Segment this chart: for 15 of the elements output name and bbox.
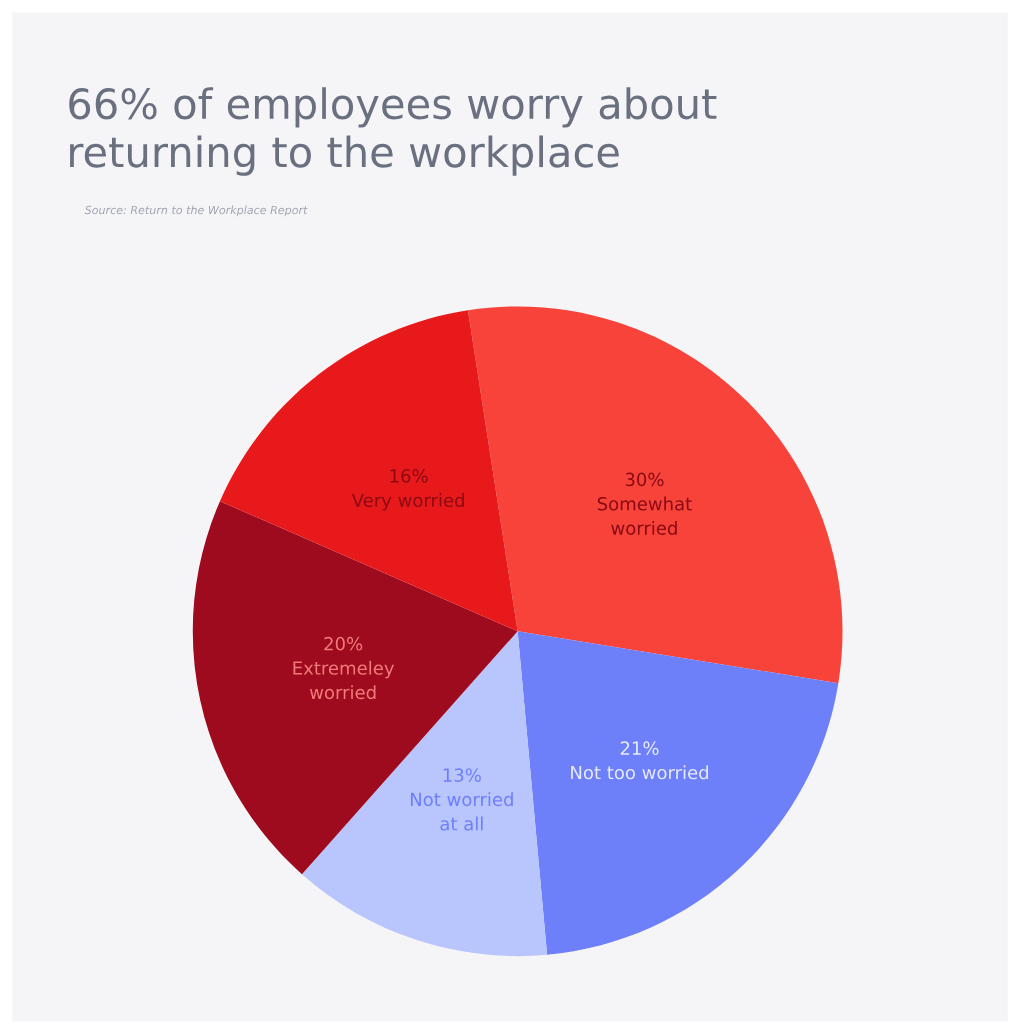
pie-slice [467, 306, 843, 684]
data-label: 20% [324, 636, 363, 651]
chart-title: 66% of employees worry about returning to the workplace [69, 87, 717, 176]
slice-label: Somewhat worried [597, 496, 692, 535]
data-label: 16% [390, 469, 428, 483]
data-label: 30% [625, 472, 664, 487]
pie-slice [219, 310, 518, 632]
slice-label: Not too worried [571, 765, 708, 780]
data-label: 13% [443, 768, 481, 782]
source-note: Source: Return to the Workplace Report [84, 205, 308, 217]
slice-label: Very worried [351, 493, 464, 511]
slice-label: Not worried at all [410, 792, 513, 831]
slice-label: Extremeley worried [293, 660, 394, 700]
data-label: 21% [620, 741, 659, 756]
pie-slice [517, 631, 839, 955]
